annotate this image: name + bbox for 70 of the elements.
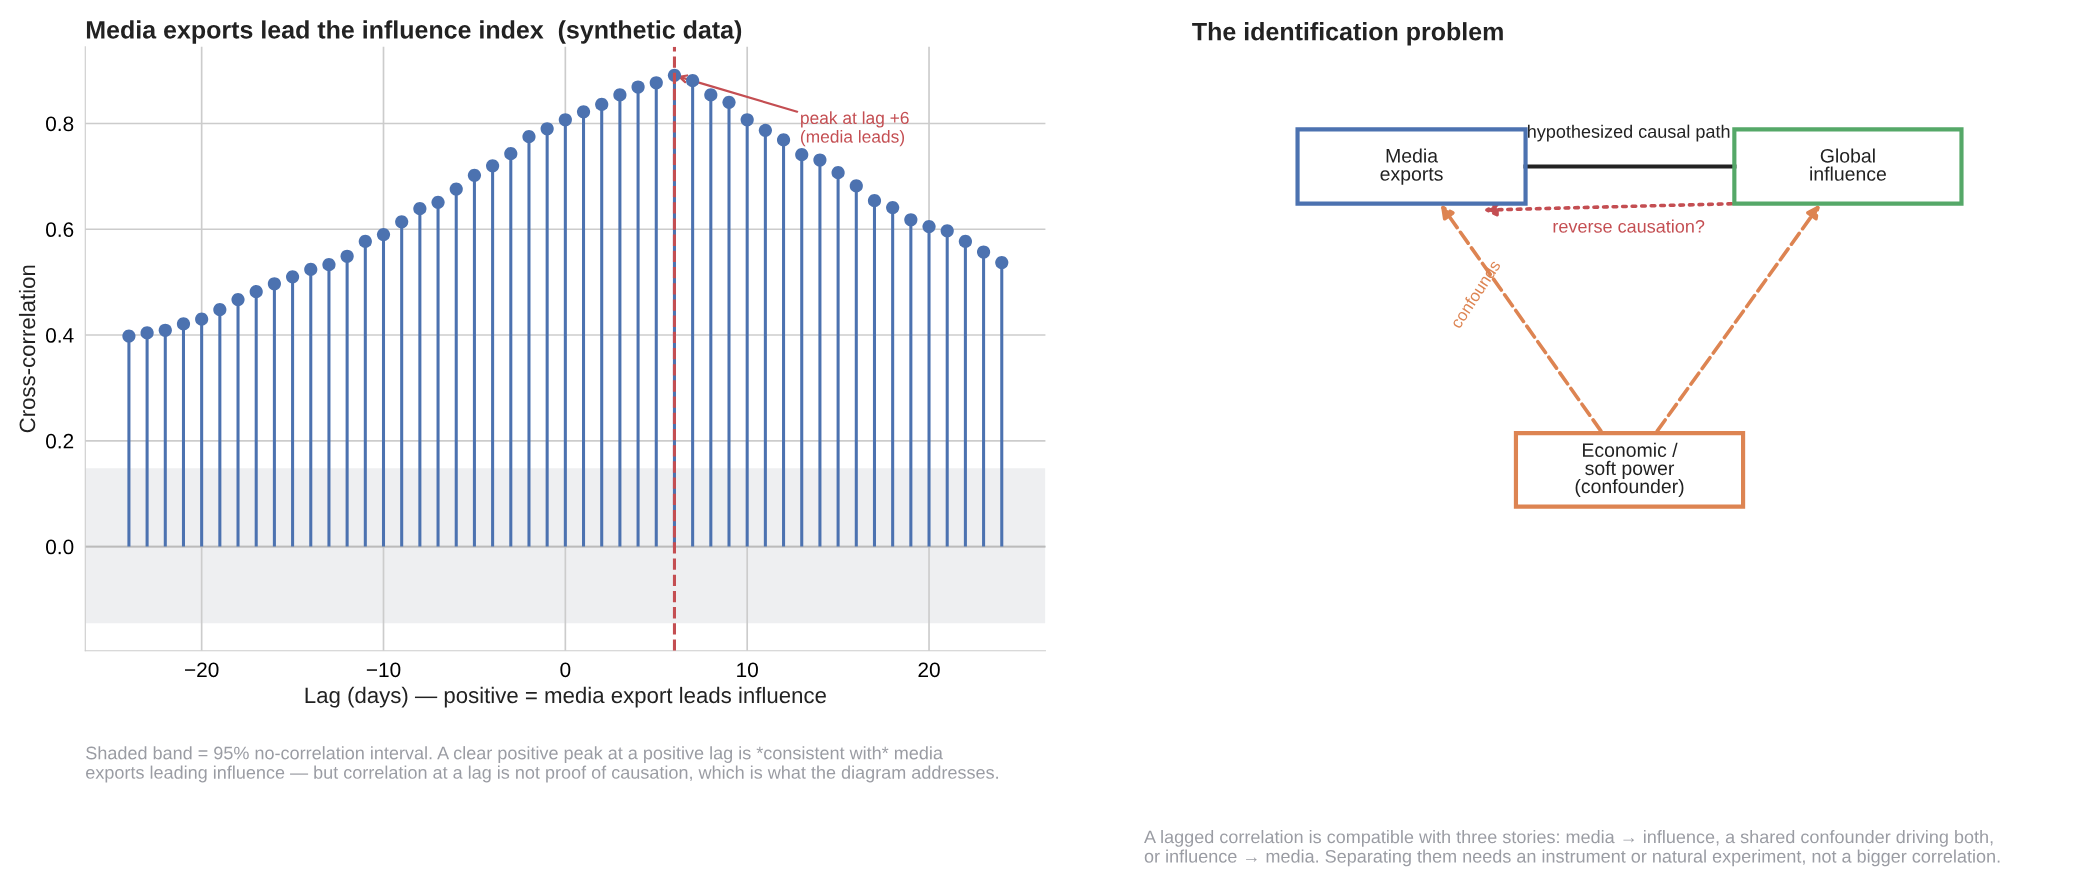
- point: [413, 202, 427, 216]
- text: reverse causation?: [1553, 219, 1705, 233]
- annotation: peak at lag +6 (media leads): [801, 111, 909, 147]
- point: [740, 113, 754, 127]
- point: [976, 245, 991, 259]
- point: [686, 74, 700, 88]
- text: Global influence: [1810, 148, 1886, 181]
- point: [249, 285, 263, 299]
- text: Shaded band = 95% no-correlation interval. A clear positive peak at a positive lag is *consistent with* media exports leading influence — but correlation at a lag is not proof of causation, which is what the diagram addresses.: [86, 746, 998, 783]
- point: [922, 220, 936, 234]
- x-axis-title: Lag (days) — positive = media export leads influence: [305, 686, 826, 708]
- point: [195, 312, 209, 326]
- x-tick-label: 10: [737, 662, 758, 678]
- point: [395, 215, 409, 229]
- x-tick-label: −10: [366, 662, 401, 678]
- point: [722, 95, 736, 109]
- y-tick-label: 0.2: [46, 433, 74, 449]
- point: [886, 200, 900, 215]
- point: [158, 323, 172, 337]
- text: Media exports: [1380, 148, 1443, 185]
- point: [649, 76, 663, 90]
- point: [358, 234, 372, 249]
- point: [704, 88, 718, 102]
- point: [867, 194, 882, 208]
- y-tick-label: 0.6: [46, 222, 74, 238]
- point: [904, 213, 918, 227]
- point: [540, 122, 554, 136]
- text: hypothesized causal path: [1528, 124, 1730, 142]
- point: [595, 97, 609, 112]
- point: [940, 224, 954, 238]
- point: [140, 326, 154, 340]
- point: [176, 317, 191, 331]
- point: [231, 293, 245, 307]
- point: [467, 168, 482, 182]
- point: [285, 270, 300, 284]
- text: The identification problem: [1192, 22, 1503, 46]
- x-tick-label: 20: [918, 662, 940, 678]
- point: [613, 88, 627, 102]
- point: [122, 329, 136, 343]
- point: [831, 166, 845, 180]
- y-tick-label: 0.4: [46, 328, 74, 343]
- point: [795, 148, 809, 162]
- point: [631, 80, 645, 94]
- point: [995, 255, 1009, 270]
- point: [304, 262, 318, 277]
- y-axis-title: Cross-correlation: [18, 265, 36, 433]
- point: [522, 130, 536, 144]
- y-tick-label: 0.8: [46, 116, 74, 132]
- point: [776, 133, 791, 147]
- text: Economic / soft power (confounder): [1575, 442, 1684, 498]
- point: [958, 234, 972, 249]
- point: [558, 113, 572, 127]
- point: [340, 249, 354, 263]
- point: [376, 227, 391, 242]
- point: [449, 182, 463, 196]
- point: [267, 277, 281, 291]
- point: [322, 258, 336, 272]
- point: [758, 123, 772, 137]
- x-tick-label: −20: [185, 662, 219, 678]
- point: [849, 179, 863, 193]
- y-tick-label: 0.0: [46, 539, 74, 555]
- chart-title: Media exports lead the influence index (synthetic data): [86, 20, 742, 44]
- point: [576, 105, 591, 119]
- text: A lagged correlation is compatible with three stories: media → influence, a shared confounder driving both, or influence → media. Separating them needs an instrument or natural experiment, not a bigger correlation.: [1144, 830, 2000, 867]
- point: [486, 159, 500, 173]
- x-tick-label: 0: [560, 662, 571, 678]
- point: [813, 153, 827, 167]
- point: [213, 303, 227, 317]
- point: [504, 147, 518, 161]
- point: [431, 195, 445, 209]
